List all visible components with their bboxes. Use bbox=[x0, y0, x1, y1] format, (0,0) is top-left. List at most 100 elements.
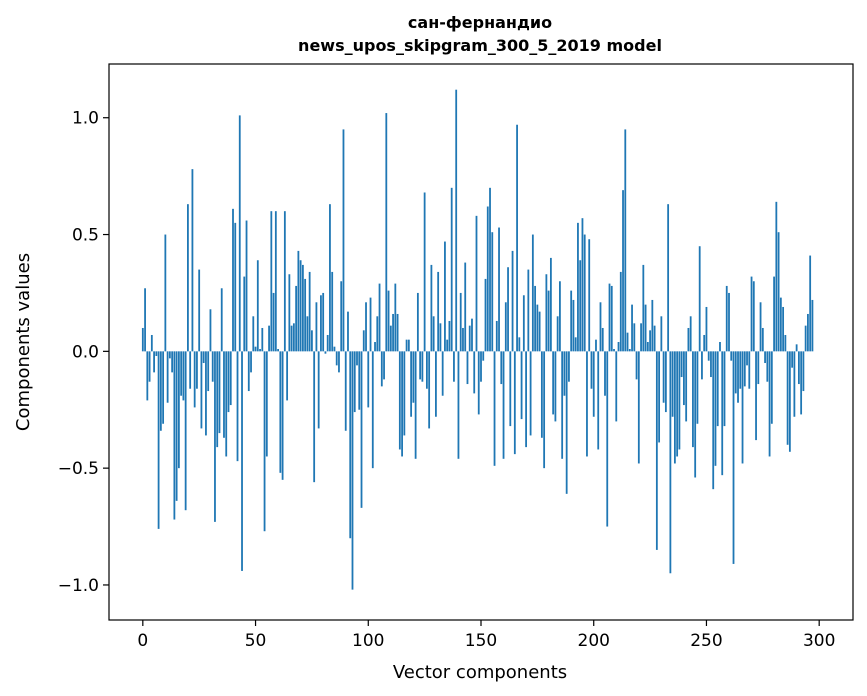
bar bbox=[148, 351, 151, 382]
bar bbox=[592, 351, 595, 417]
bar bbox=[610, 285, 613, 352]
bar bbox=[331, 271, 334, 352]
bar bbox=[401, 351, 403, 457]
bar bbox=[367, 351, 370, 408]
bar bbox=[468, 325, 471, 352]
bar bbox=[588, 239, 591, 352]
bar bbox=[141, 327, 144, 352]
bar bbox=[486, 206, 489, 352]
bar bbox=[705, 306, 708, 352]
bar bbox=[304, 278, 307, 352]
bar bbox=[198, 269, 201, 352]
x-tick-label: 150 bbox=[465, 631, 497, 651]
bar bbox=[473, 351, 476, 394]
bar bbox=[795, 344, 798, 352]
bar bbox=[457, 351, 460, 459]
bar bbox=[425, 351, 428, 389]
bar bbox=[581, 218, 584, 352]
bar bbox=[696, 351, 699, 424]
bar bbox=[252, 316, 255, 352]
bar bbox=[193, 351, 196, 408]
bar bbox=[595, 339, 597, 352]
bar bbox=[770, 351, 773, 424]
bar bbox=[220, 288, 223, 352]
bar bbox=[644, 304, 647, 352]
bar bbox=[171, 351, 174, 373]
bar bbox=[577, 222, 579, 352]
bar bbox=[265, 351, 268, 457]
x-tick-label: 100 bbox=[352, 631, 384, 651]
bar bbox=[218, 351, 221, 434]
bar bbox=[270, 211, 273, 352]
bar bbox=[392, 313, 394, 352]
bar bbox=[308, 271, 311, 352]
bar bbox=[236, 351, 239, 462]
x-axis-label: Vector components bbox=[393, 662, 567, 683]
bar bbox=[229, 351, 232, 406]
bar bbox=[358, 351, 361, 410]
bar bbox=[453, 351, 455, 382]
bar bbox=[351, 351, 354, 590]
bar bbox=[344, 351, 347, 431]
bar bbox=[534, 285, 537, 352]
bar bbox=[360, 351, 363, 508]
bar bbox=[522, 295, 525, 352]
bar bbox=[385, 113, 388, 352]
bar bbox=[710, 351, 712, 378]
bar bbox=[748, 351, 751, 389]
bar bbox=[714, 351, 717, 466]
bar bbox=[403, 351, 406, 436]
bar bbox=[658, 351, 661, 443]
bar bbox=[500, 351, 503, 385]
bar bbox=[791, 351, 794, 368]
bar bbox=[245, 220, 248, 352]
bar bbox=[529, 351, 532, 436]
bar bbox=[642, 264, 645, 352]
bar bbox=[157, 351, 160, 529]
bar bbox=[441, 351, 444, 396]
bar bbox=[475, 215, 478, 352]
bar bbox=[662, 351, 665, 403]
bar bbox=[601, 327, 604, 352]
bar bbox=[775, 201, 778, 352]
bar bbox=[721, 351, 724, 476]
bar bbox=[673, 351, 676, 464]
bar bbox=[383, 351, 385, 380]
bar bbox=[701, 351, 703, 380]
bar bbox=[340, 281, 343, 352]
bar bbox=[421, 351, 424, 382]
bar bbox=[394, 283, 397, 352]
bar bbox=[484, 278, 487, 352]
bar bbox=[162, 351, 165, 424]
bar bbox=[520, 351, 523, 420]
bar bbox=[719, 342, 721, 352]
bar bbox=[725, 285, 728, 352]
bar bbox=[773, 276, 775, 352]
bar bbox=[299, 260, 302, 352]
bar bbox=[462, 327, 464, 352]
bar bbox=[419, 351, 422, 380]
bar bbox=[439, 323, 442, 352]
bar bbox=[480, 351, 482, 382]
bar bbox=[243, 276, 246, 352]
bar bbox=[191, 169, 194, 352]
bar bbox=[734, 351, 737, 394]
bar bbox=[279, 351, 282, 473]
x-tick-label: 50 bbox=[245, 631, 267, 651]
bar bbox=[232, 208, 234, 352]
x-tick-label: 200 bbox=[578, 631, 610, 651]
bar bbox=[477, 351, 480, 415]
bar bbox=[723, 351, 726, 427]
y-axis-label: Components values bbox=[13, 253, 34, 431]
bar bbox=[261, 327, 264, 352]
bar bbox=[680, 351, 683, 378]
bar bbox=[455, 89, 458, 352]
bar bbox=[498, 227, 500, 352]
bar bbox=[369, 297, 372, 352]
bar bbox=[234, 222, 237, 352]
bar bbox=[356, 351, 358, 366]
bar bbox=[637, 351, 640, 464]
bar bbox=[728, 292, 730, 352]
bar bbox=[511, 250, 514, 352]
bar bbox=[531, 234, 534, 352]
